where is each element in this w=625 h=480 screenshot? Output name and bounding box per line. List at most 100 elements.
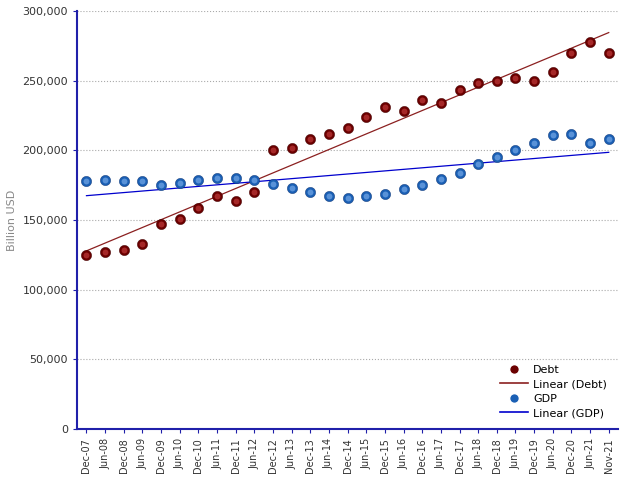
Point	[119, 246, 129, 254]
Point	[380, 103, 390, 111]
Point	[156, 181, 166, 189]
Point	[342, 124, 352, 132]
Point	[380, 103, 390, 111]
Point	[399, 186, 409, 193]
Point	[454, 169, 464, 177]
Point	[305, 188, 315, 196]
Point	[231, 197, 241, 204]
Point	[511, 146, 521, 154]
Point	[361, 113, 371, 121]
Point	[511, 74, 521, 82]
Point	[454, 86, 464, 94]
Point	[138, 240, 148, 248]
Point	[119, 177, 129, 185]
Point	[585, 140, 595, 147]
Point	[249, 188, 259, 196]
Point	[604, 49, 614, 57]
Point	[436, 175, 446, 183]
Point	[361, 192, 371, 200]
Point	[529, 140, 539, 147]
Point	[268, 146, 278, 154]
Point	[492, 77, 502, 84]
Point	[436, 99, 446, 107]
Point	[193, 204, 203, 211]
Point	[380, 190, 390, 197]
Point	[81, 177, 91, 185]
Point	[473, 80, 483, 87]
Point	[566, 130, 576, 137]
Point	[119, 246, 129, 254]
Point	[454, 169, 464, 177]
Point	[529, 77, 539, 84]
Point	[324, 192, 334, 200]
Point	[212, 192, 222, 200]
Point	[249, 188, 259, 196]
Point	[492, 154, 502, 161]
Point	[492, 77, 502, 84]
Point	[418, 180, 428, 188]
Point	[604, 49, 614, 57]
Point	[566, 49, 576, 57]
Point	[100, 248, 110, 256]
Point	[156, 181, 166, 189]
Point	[175, 215, 185, 223]
Point	[305, 135, 315, 143]
Point	[342, 124, 352, 132]
Point	[231, 174, 241, 182]
Point	[399, 108, 409, 115]
Point	[436, 99, 446, 107]
Point	[473, 80, 483, 87]
Point	[287, 144, 297, 151]
Point	[231, 197, 241, 204]
Point	[193, 176, 203, 183]
Point	[492, 154, 502, 161]
Point	[473, 160, 483, 168]
Point	[418, 96, 428, 104]
Point	[249, 176, 259, 183]
Point	[100, 176, 110, 183]
Point	[454, 86, 464, 94]
Point	[473, 160, 483, 168]
Point	[81, 251, 91, 259]
Point	[231, 174, 241, 182]
Y-axis label: Billion USD: Billion USD	[7, 190, 17, 251]
Point	[138, 240, 148, 248]
Point	[548, 131, 558, 139]
Point	[175, 179, 185, 187]
Point	[81, 251, 91, 259]
Point	[418, 96, 428, 104]
Point	[342, 194, 352, 202]
Point	[399, 186, 409, 193]
Point	[212, 174, 222, 181]
Point	[324, 192, 334, 200]
Point	[529, 77, 539, 84]
Point	[380, 190, 390, 197]
Point	[585, 140, 595, 147]
Point	[436, 175, 446, 183]
Point	[100, 248, 110, 256]
Point	[548, 131, 558, 139]
Point	[548, 69, 558, 76]
Point	[361, 192, 371, 200]
Point	[418, 180, 428, 188]
Point	[604, 135, 614, 143]
Point	[138, 177, 148, 185]
Point	[287, 144, 297, 151]
Point	[268, 146, 278, 154]
Point	[604, 135, 614, 143]
Point	[305, 135, 315, 143]
Point	[156, 220, 166, 228]
Point	[305, 188, 315, 196]
Point	[324, 130, 334, 137]
Point	[212, 192, 222, 200]
Point	[287, 184, 297, 192]
Point	[175, 215, 185, 223]
Point	[193, 176, 203, 183]
Point	[268, 180, 278, 188]
Point	[566, 49, 576, 57]
Point	[175, 179, 185, 187]
Point	[156, 220, 166, 228]
Point	[548, 69, 558, 76]
Point	[100, 176, 110, 183]
Point	[119, 177, 129, 185]
